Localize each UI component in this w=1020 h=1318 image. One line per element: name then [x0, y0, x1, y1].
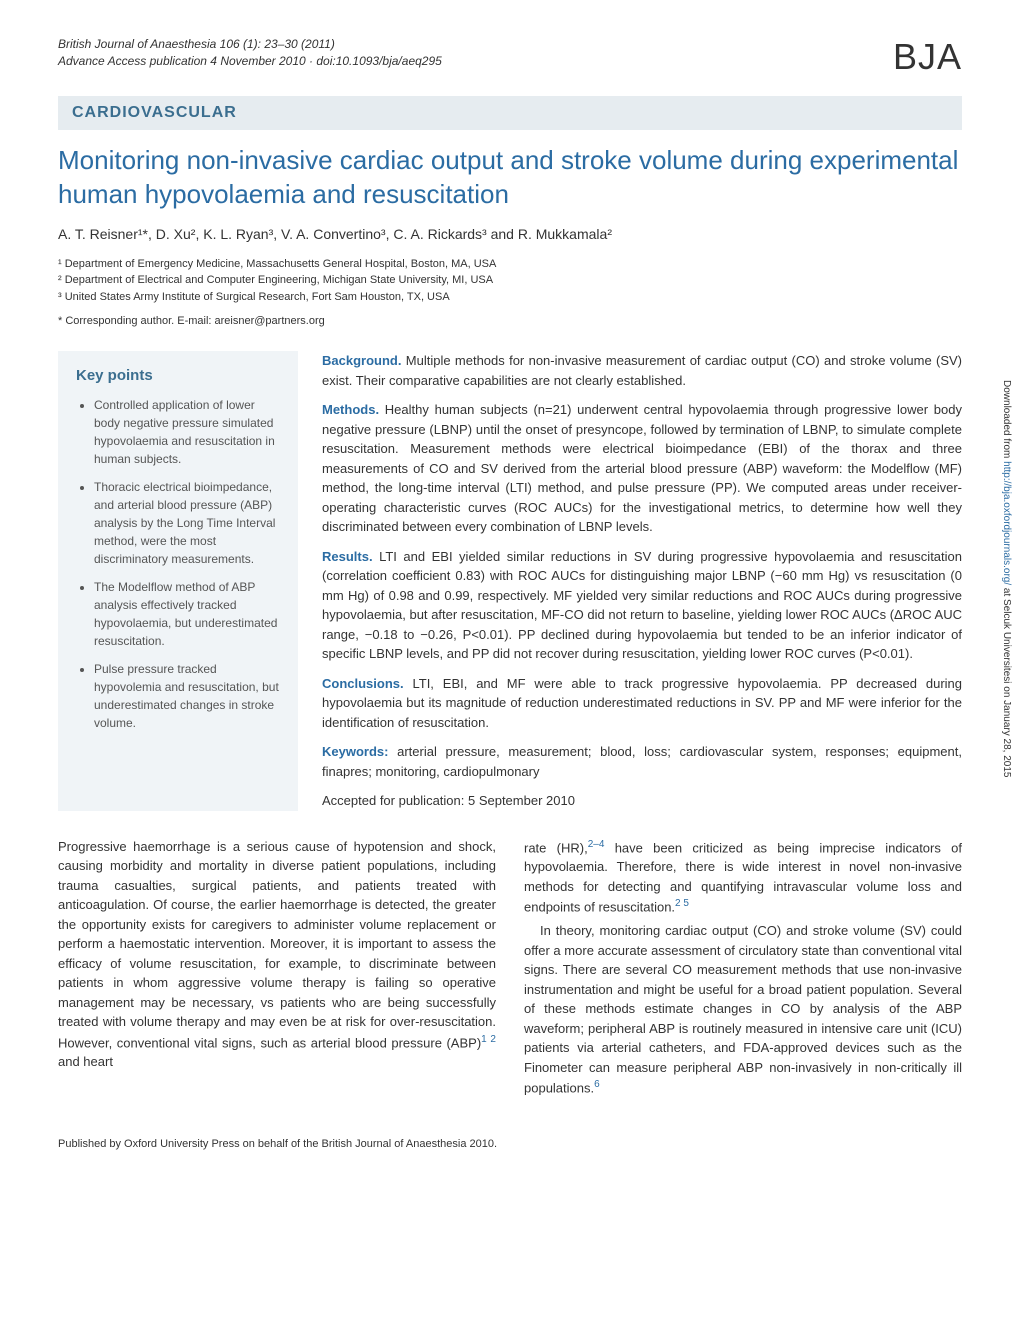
- abstract-results: Results. LTI and EBI yielded similar red…: [322, 547, 962, 664]
- keypoint-item: Thoracic electrical bioimpedance, and ar…: [94, 478, 280, 568]
- body-column-right: rate (HR),2–4 have been criticized as be…: [524, 837, 962, 1098]
- keywords-label: Keywords:: [322, 744, 388, 759]
- article-title: Monitoring non-invasive cardiac output a…: [58, 144, 962, 212]
- affiliation-3: ³ United States Army Institute of Surgic…: [58, 289, 962, 306]
- authors-list: A. T. Reisner¹*, D. Xu², K. L. Ryan³, V.…: [58, 226, 962, 242]
- keypoints-list: Controlled application of lower body neg…: [76, 396, 280, 732]
- download-sidebar: Downloaded from http://bja.oxfordjournal…: [1001, 380, 1012, 777]
- background-label: Background.: [322, 353, 401, 368]
- reference-superscript[interactable]: 1 2: [481, 1034, 496, 1045]
- abstract-column: Background. Multiple methods for non-inv…: [322, 351, 962, 811]
- body-paragraph: Progressive haemorrhage is a serious cau…: [58, 837, 496, 1072]
- keypoint-item: The Modelflow method of ABP analysis eff…: [94, 578, 280, 650]
- abstract-conclusions: Conclusions. LTI, EBI, and MF were able …: [322, 674, 962, 733]
- header-row: British Journal of Anaesthesia 106 (1): …: [58, 36, 962, 78]
- methods-label: Methods.: [322, 402, 379, 417]
- abstract-methods: Methods. Healthy human subjects (n=21) u…: [322, 400, 962, 537]
- keypoint-item: Controlled application of lower body neg…: [94, 396, 280, 468]
- keypoints-title: Key points: [76, 367, 280, 384]
- body-text-span: have been criticized as being imprecise …: [524, 840, 962, 915]
- results-text: LTI and EBI yielded similar reductions i…: [322, 549, 962, 662]
- methods-text: Healthy human subjects (n=21) underwent …: [322, 402, 962, 534]
- keypoints-box: Key points Controlled application of low…: [58, 351, 298, 811]
- publisher-footer: Published by Oxford University Press on …: [58, 1138, 962, 1150]
- section-banner: CARDIOVASCULAR: [58, 96, 962, 130]
- affiliation-1: ¹ Department of Emergency Medicine, Mass…: [58, 256, 962, 273]
- accepted-date: Accepted for publication: 5 September 20…: [322, 791, 962, 811]
- body-paragraph: In theory, monitoring cardiac output (CO…: [524, 921, 962, 1098]
- journal-logo: BJA: [893, 36, 962, 78]
- journal-citation: British Journal of Anaesthesia 106 (1): …: [58, 36, 442, 53]
- download-link[interactable]: http://bja.oxfordjournals.org/: [1001, 461, 1012, 585]
- body-text-span: Progressive haemorrhage is a serious cau…: [58, 839, 496, 1050]
- journal-publication-info: Advance Access publication 4 November 20…: [58, 53, 442, 70]
- abstract-keywords: Keywords: arterial pressure, measurement…: [322, 742, 962, 781]
- body-text-span: In theory, monitoring cardiac output (CO…: [524, 923, 962, 1095]
- body-text-span: and heart: [58, 1054, 113, 1069]
- body-text-span: rate (HR),: [524, 840, 588, 855]
- keywords-text: arterial pressure, measurement; blood, l…: [322, 744, 962, 779]
- corresponding-author: * Corresponding author. E-mail: areisner…: [58, 315, 962, 327]
- affiliation-2: ² Department of Electrical and Computer …: [58, 272, 962, 289]
- body-column-left: Progressive haemorrhage is a serious cau…: [58, 837, 496, 1098]
- background-text: Multiple methods for non-invasive measur…: [322, 353, 962, 388]
- affiliations: ¹ Department of Emergency Medicine, Mass…: [58, 256, 962, 306]
- reference-superscript[interactable]: 6: [594, 1079, 600, 1090]
- conclusions-text: LTI, EBI, and MF were able to track prog…: [322, 676, 962, 730]
- reference-superscript[interactable]: 2–4: [588, 839, 605, 850]
- reference-superscript[interactable]: 2 5: [675, 898, 689, 909]
- keypoint-item: Pulse pressure tracked hypovolemia and r…: [94, 660, 280, 732]
- body-paragraph: rate (HR),2–4 have been criticized as be…: [524, 837, 962, 918]
- journal-info: British Journal of Anaesthesia 106 (1): …: [58, 36, 442, 70]
- abstract-background: Background. Multiple methods for non-inv…: [322, 351, 962, 390]
- body-text: Progressive haemorrhage is a serious cau…: [58, 837, 962, 1098]
- download-prefix: Downloaded from: [1001, 380, 1012, 461]
- results-label: Results.: [322, 549, 373, 564]
- download-suffix: at Selcuk Universitesi on January 28, 20…: [1001, 585, 1012, 777]
- abstract-region: Key points Controlled application of low…: [58, 351, 962, 811]
- conclusions-label: Conclusions.: [322, 676, 404, 691]
